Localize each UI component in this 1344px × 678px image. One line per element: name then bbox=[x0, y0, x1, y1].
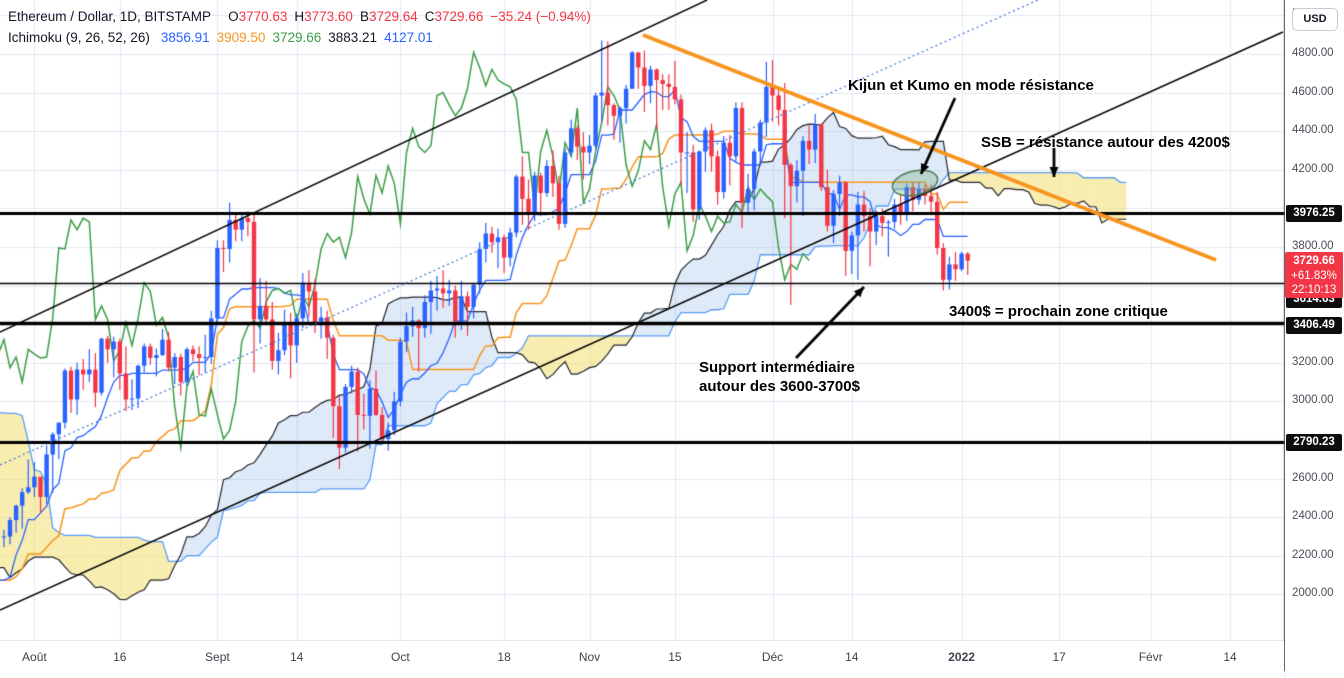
indicator-values: 3856.91 3909.50 3729.66 3883.21 4127.01 bbox=[154, 30, 433, 45]
ohlc-label: C bbox=[424, 9, 435, 24]
price-tick-label: 2000.00 bbox=[1292, 587, 1334, 600]
ohlc-label: O bbox=[228, 9, 239, 24]
last-price-change: +61.83% bbox=[1291, 269, 1337, 282]
price-tick-label: 4200.00 bbox=[1292, 162, 1334, 175]
indicator-value: 3909.50 bbox=[216, 30, 266, 45]
ohlc-label: H bbox=[294, 9, 305, 24]
price-tick-label: 2600.00 bbox=[1292, 471, 1334, 484]
ohlc-value: 3729.66 bbox=[434, 9, 484, 24]
time-tick-label: 14 bbox=[290, 650, 304, 664]
time-tick-label: Oct bbox=[391, 650, 410, 664]
price-line-badge: 3976.25 bbox=[1286, 205, 1342, 222]
price-axis[interactable]: USD 3729.66 +61.83% 22:10:13 5000.004800… bbox=[1285, 0, 1344, 678]
price-tick-label: 3200.00 bbox=[1292, 355, 1334, 368]
symbol-title[interactable]: Ethereum / Dollar, 1D, BITSTAMP bbox=[8, 9, 212, 24]
indicator-value: 3883.21 bbox=[328, 30, 378, 45]
ohlc-label: B bbox=[359, 9, 369, 24]
legend: Ethereum / Dollar, 1D, BITSTAMP O3770.63 H… bbox=[8, 6, 591, 48]
last-price-value: 3729.66 bbox=[1293, 254, 1335, 267]
indicator-value: 3729.66 bbox=[272, 30, 322, 45]
ohlc-value: 3729.64 bbox=[368, 9, 418, 24]
annotation-kijun-kumo[interactable]: Kijun et Kumo en mode résistance bbox=[848, 77, 1094, 94]
time-tick-label: 2022 bbox=[948, 650, 975, 664]
bar-countdown: 22:10:13 bbox=[1291, 283, 1337, 296]
time-tick-label: 17 bbox=[1052, 650, 1066, 664]
ohlc-values: O3770.63 H3773.60 B3729.64 C3729.66 bbox=[221, 9, 483, 24]
price-tick-label: 4400.00 bbox=[1292, 124, 1334, 137]
time-tick-label: Nov bbox=[578, 650, 601, 664]
price-tick-label: 3800.00 bbox=[1292, 240, 1334, 253]
indicator-value: 3856.91 bbox=[160, 30, 210, 45]
last-price-badge: 3729.66 +61.83% 22:10:13 bbox=[1285, 251, 1343, 298]
price-tick-label: 4600.00 bbox=[1292, 85, 1334, 98]
price-line-badge: 3406.49 bbox=[1286, 316, 1342, 334]
symbol-row: Ethereum / Dollar, 1D, BITSTAMP O3770.63 H… bbox=[8, 6, 591, 27]
indicator-value: 4127.01 bbox=[384, 30, 433, 45]
annotation-zone-critique[interactable]: 3400$ = prochain zone critique bbox=[949, 303, 1168, 320]
time-axis[interactable]: Août 16 Sept 14 Oct 18 Nov 15 Déc 14 2022 17 Févr 14 bbox=[0, 641, 1284, 678]
ohlc-value: 3773.60 bbox=[304, 9, 353, 24]
indicator-row: Ichimoku (9, 26, 52, 26) 3856.91 3909.50 37… bbox=[8, 27, 591, 48]
time-tick-label: Déc bbox=[761, 650, 784, 664]
currency-toggle-button[interactable]: USD bbox=[1292, 8, 1338, 31]
ohlc-value: 3770.63 bbox=[238, 9, 288, 24]
price-tick-label: 2400.00 bbox=[1292, 510, 1334, 523]
time-tick-label: 14 bbox=[845, 650, 859, 664]
annotation-ssb-resistance[interactable]: SSB = résistance autour des 4200$ bbox=[981, 134, 1230, 151]
time-tick-label: Août bbox=[22, 650, 47, 664]
annotation-support[interactable]: Support intermédiaire autour des 3600-37… bbox=[699, 359, 860, 395]
price-tick-label: 2200.00 bbox=[1292, 548, 1334, 561]
price-tick-label: 3000.00 bbox=[1292, 394, 1334, 407]
time-tick-label: Sept bbox=[205, 650, 230, 664]
price-line-badge: 2790.23 bbox=[1286, 433, 1342, 451]
indicator-title[interactable]: Ichimoku (9, 26, 52, 26) bbox=[8, 30, 150, 45]
time-tick-label: Févr bbox=[1138, 650, 1163, 664]
time-tick-label: 16 bbox=[113, 650, 127, 664]
change-value: −35.24 (−0.94%) bbox=[490, 9, 591, 24]
time-tick-label: 15 bbox=[668, 650, 682, 664]
time-tick-label: 14 bbox=[1223, 650, 1237, 664]
time-tick-label: 18 bbox=[497, 650, 511, 664]
price-tick-label: 4800.00 bbox=[1292, 47, 1334, 60]
